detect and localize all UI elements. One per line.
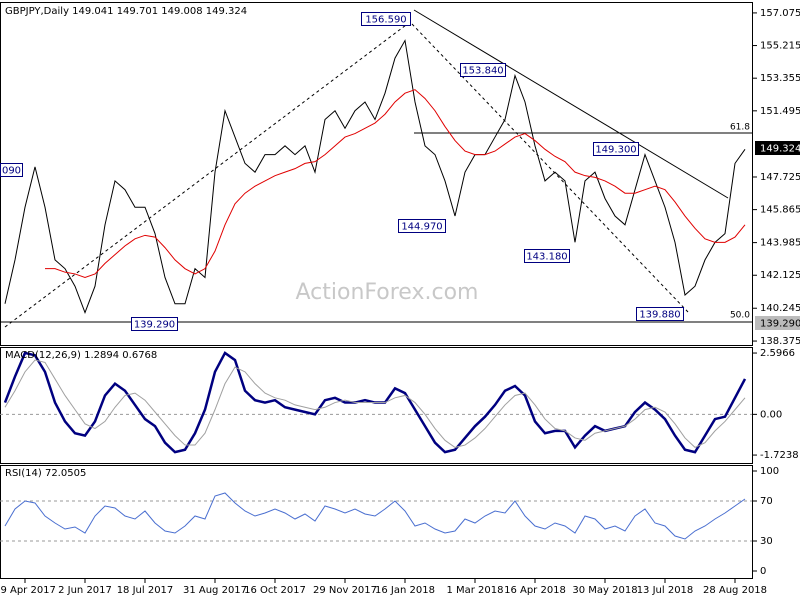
annotation-box (524, 249, 570, 263)
annotation: 090 (2, 166, 21, 177)
rsi-panel (0, 465, 753, 579)
macd-panel (0, 347, 753, 464)
series-line (45, 89, 746, 278)
panel-title: GBPJPY,Daily 149.041 149.701 149.008 149… (5, 6, 247, 17)
y-tick-label: 0 (760, 566, 766, 577)
annotation: 139.290 (134, 320, 175, 331)
y-tick-label: 140.245 (760, 303, 800, 314)
level-box (755, 316, 800, 330)
x-tick-label: 19 Apr 2017 (0, 585, 56, 596)
annotation-box (131, 317, 178, 331)
y-tick-label: 153.355 (760, 73, 800, 84)
y-tick-label: 100 (760, 466, 779, 477)
y-tick-label: 157.075 (760, 8, 800, 19)
price-box (755, 141, 800, 155)
watermark: ActionForex.com (296, 280, 479, 305)
annotation-box (636, 307, 684, 321)
x-tick-label: 2 Jun 2017 (58, 585, 112, 596)
y-tick-label: 70 (760, 496, 773, 507)
annotation-box (398, 219, 446, 233)
x-tick-label: 30 May 2018 (572, 585, 637, 596)
y-tick-label: 145.865 (760, 205, 800, 216)
trend-line (4, 21, 411, 328)
fib-label: 50.0 (730, 311, 750, 321)
y-tick-label: 142.125 (760, 270, 800, 281)
annotation: 139.880 (639, 310, 680, 321)
x-tick-label: 13 Jul 2018 (637, 585, 694, 596)
annotation: 153.840 (462, 66, 503, 77)
y-tick-label: 155.215 (760, 41, 800, 52)
y-tick-label: 30 (760, 536, 773, 547)
y-tick-label: -1.7238 (760, 450, 799, 461)
annotation-box (0, 163, 23, 177)
fib-label: 61.8 (730, 123, 750, 133)
series-line (4, 39, 746, 314)
annotation-box (460, 63, 506, 77)
x-tick-label: 16 Jan 2018 (375, 585, 435, 596)
y-tick-label: 151.495 (760, 106, 800, 117)
x-tick-label: 29 Nov 2017 (313, 585, 377, 596)
annotation-box (593, 142, 639, 156)
x-tick-label: 16 Oct 2017 (244, 585, 306, 596)
trend-line (411, 23, 689, 313)
y-tick-label: 2.5966 (760, 348, 795, 359)
annotation: 144.970 (401, 222, 442, 233)
panel-title: MACD(12,26,9) 1.2894 0.6768 (5, 350, 157, 361)
x-tick-label: 28 Aug 2018 (703, 585, 767, 596)
x-tick-label: 18 Jul 2017 (117, 585, 174, 596)
x-tick-label: 31 Aug 2017 (183, 585, 247, 596)
y-tick-label: 0.00 (760, 409, 782, 420)
y-tick-label: 138.375 (760, 336, 800, 347)
annotation-box (361, 12, 411, 26)
annotation: 143.180 (526, 252, 567, 263)
y-tick-label: 143.985 (760, 238, 800, 249)
x-tick-label: 16 Apr 2018 (504, 585, 566, 596)
trend-line (413, 9, 729, 199)
annotation: 149.300 (595, 145, 636, 156)
level-label: 139.290 (760, 319, 800, 330)
series-line (4, 492, 746, 540)
annotation: 156.590 (365, 15, 406, 26)
panel-title: RSI(14) 72.0505 (5, 468, 86, 479)
y-tick-label: 147.725 (760, 172, 800, 183)
x-tick-label: 1 Mar 2018 (446, 585, 503, 596)
price-label: 149.324 (760, 144, 800, 155)
series-line (4, 359, 746, 449)
